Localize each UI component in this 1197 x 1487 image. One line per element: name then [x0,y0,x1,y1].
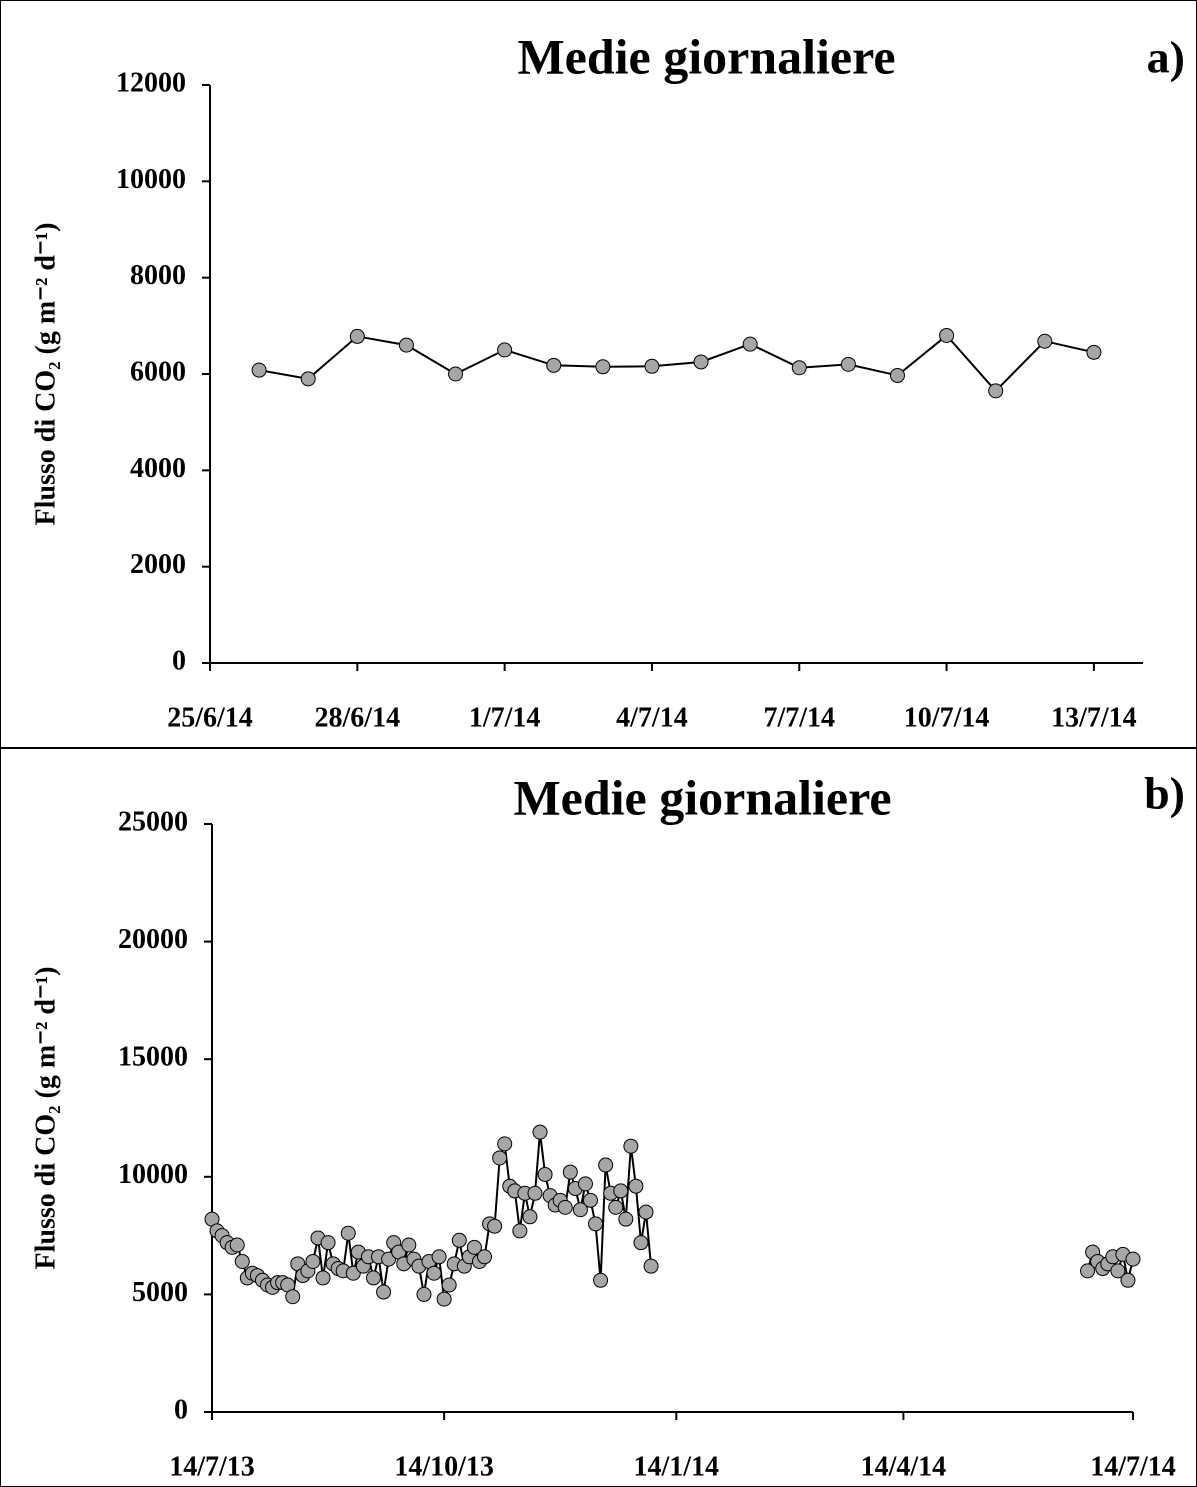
panel-label: a) [1147,32,1185,83]
data-point [988,383,1004,399]
data-point [613,1183,629,1199]
data-point [451,1232,467,1248]
data-point [492,1150,508,1166]
data-point [512,1223,528,1239]
data-point [537,1166,553,1182]
data-point [300,371,316,387]
x-tick-label: 10/7/14 [904,702,990,733]
data-point [608,1199,624,1215]
data-point [349,328,365,344]
data-point [593,1272,609,1288]
data-point [628,1178,644,1194]
chart-title: Medie giornaliere [513,769,891,825]
data-point [365,1270,381,1286]
x-tick-label: 14/7/14 [1090,1451,1176,1482]
data-point [644,358,660,374]
data-point [562,1164,578,1180]
data-point [416,1286,432,1302]
x-tick-label: 14/10/13 [394,1451,494,1482]
data-point [595,359,611,375]
data-point [742,336,758,352]
x-tick-label: 14/1/14 [634,1451,720,1482]
data-point [229,1237,245,1253]
data-point [693,354,709,370]
data-point [234,1253,250,1269]
y-tick-label: 6000 [130,356,186,387]
data-point [1080,1263,1096,1279]
y-tick-label: 15000 [118,1042,188,1073]
data-point [466,1239,482,1255]
data-point [431,1249,447,1265]
x-tick-label: 14/4/14 [861,1451,947,1482]
data-point [320,1235,336,1251]
data-point [340,1225,356,1241]
data-point [448,366,464,382]
data-point [840,356,856,372]
data-point [1110,1263,1126,1279]
data-point [572,1202,588,1218]
data-point [1086,344,1102,360]
y-axis-label: Flusso di CO₂ (g m⁻² d⁻¹) [30,223,61,526]
chart-title: Medie giornaliere [517,28,895,84]
y-tick-label: 25000 [118,806,188,837]
y-tick-label: 10000 [118,1159,188,1190]
data-point [889,367,905,383]
data-point [1037,333,1053,349]
data-point [401,1237,417,1253]
x-tick-label: 13/7/14 [1051,702,1137,733]
data-point [251,362,267,378]
data-point [376,1284,392,1300]
y-tick-label: 8000 [130,260,186,291]
data-point [598,1157,614,1173]
data-point [497,1136,513,1152]
x-tick-label: 4/7/14 [616,702,688,733]
data-point [441,1277,457,1293]
y-tick-label: 2000 [130,549,186,580]
x-tick-label: 14/7/13 [169,1451,255,1482]
x-tick-label: 1/7/14 [469,702,541,733]
y-tick-label: 12000 [116,67,186,98]
data-point [426,1265,442,1281]
data-point [791,360,807,376]
y-tick-label: 10000 [116,164,186,195]
y-tick-label: 5000 [132,1277,188,1308]
data-point [477,1249,493,1265]
data-point [618,1211,634,1227]
data-point [527,1185,543,1201]
data-point [582,1192,598,1208]
data-point [1120,1272,1136,1288]
y-tick-label: 4000 [130,453,186,484]
series-line [258,334,1095,393]
data-point [588,1216,604,1232]
data-point [633,1235,649,1251]
data-point [315,1270,331,1286]
data-point [497,342,513,358]
data-point [532,1124,548,1140]
data-point [285,1289,301,1305]
data-point [487,1218,503,1234]
y-tick-label: 0 [174,1394,188,1425]
data-point [643,1258,659,1274]
y-tick-label: 20000 [118,924,188,955]
panel-label: b) [1144,768,1185,819]
y-axis-label: Flusso di CO₂ (g m⁻² d⁻¹) [30,967,61,1270]
data-point [546,357,562,373]
data-point [436,1291,452,1307]
data-point [577,1176,593,1192]
data-point [398,337,414,353]
x-tick-label: 7/7/14 [763,702,835,733]
data-point [623,1138,639,1154]
data-point [638,1204,654,1220]
x-tick-label: 28/6/14 [315,702,401,733]
data-point [522,1209,538,1225]
x-tick-label: 25/6/14 [167,702,253,733]
data-point [305,1253,321,1269]
y-tick-label: 0 [172,645,186,676]
data-point [557,1199,573,1215]
data-point [1125,1251,1141,1267]
data-point [939,327,955,343]
